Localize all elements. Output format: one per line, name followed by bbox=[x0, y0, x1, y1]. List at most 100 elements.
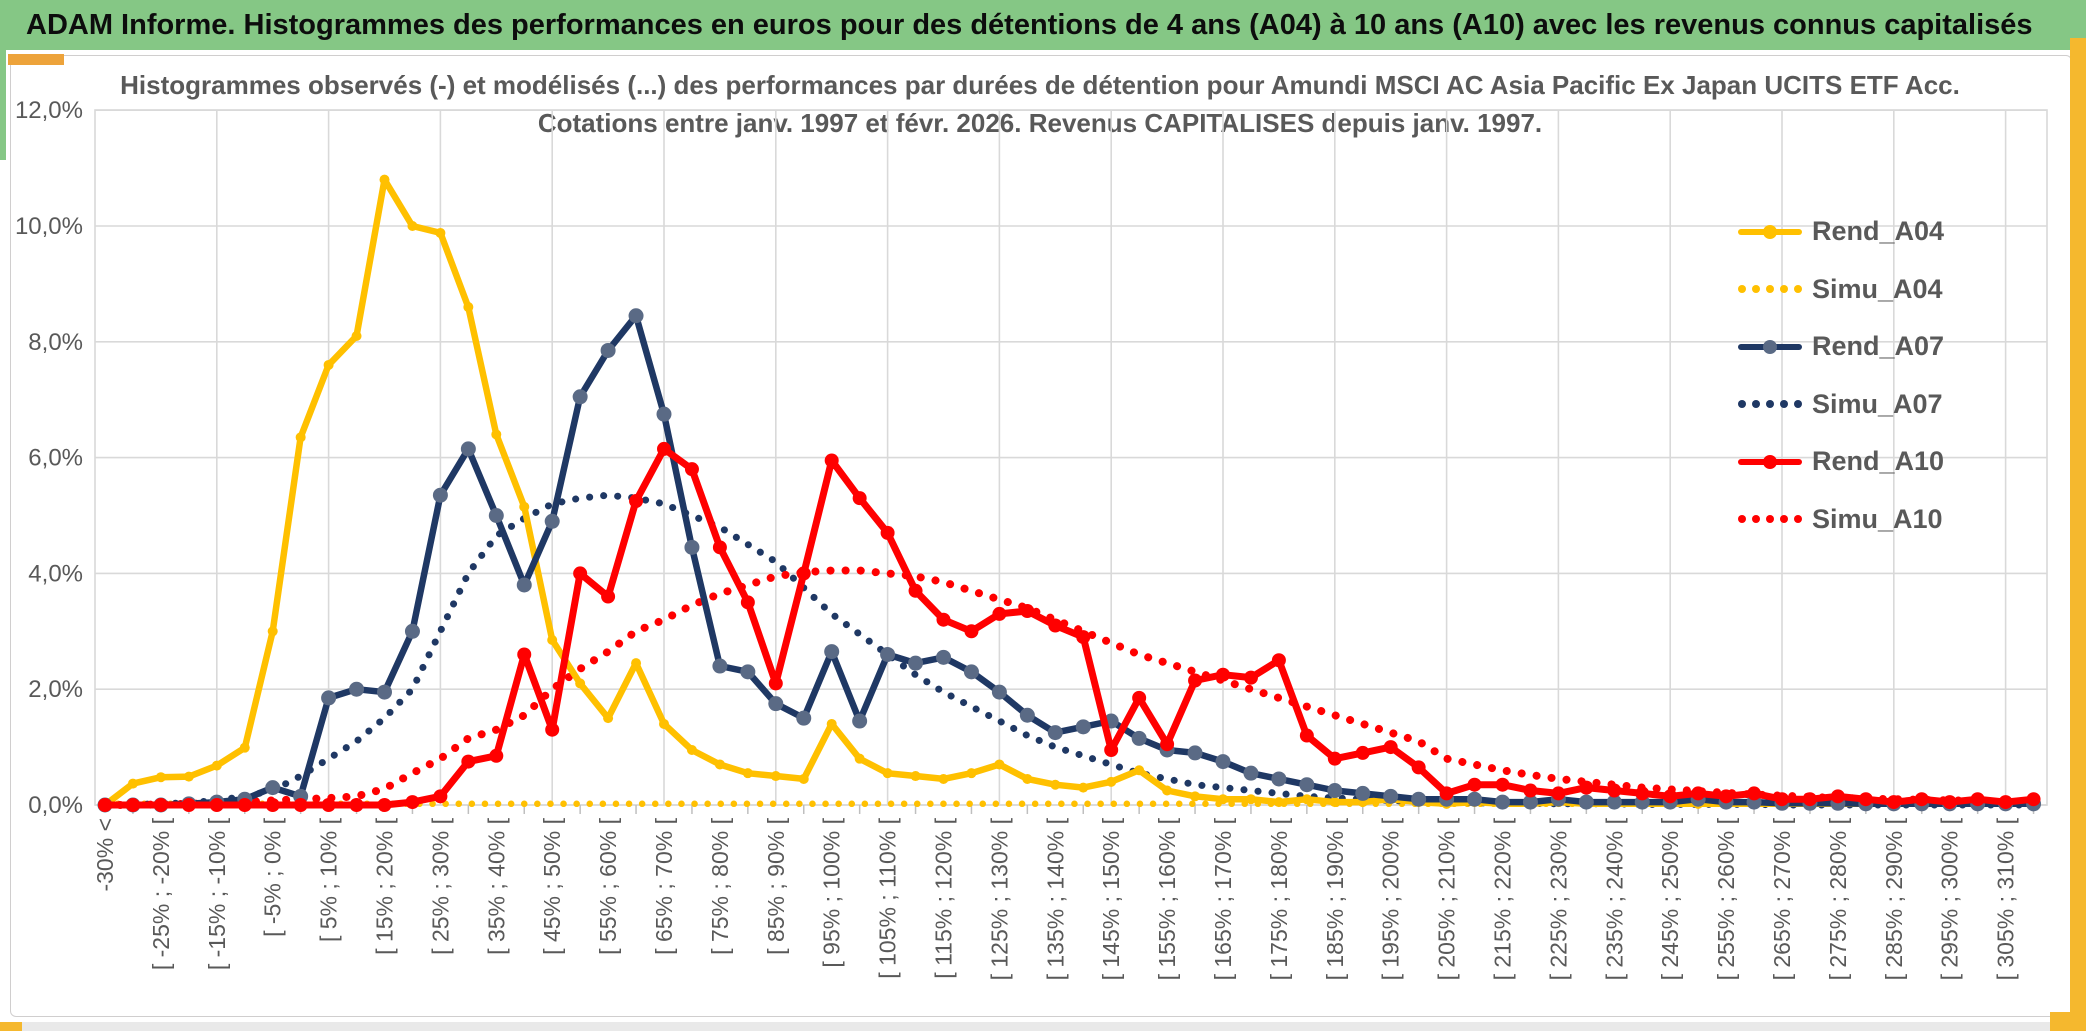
marker-rend_a04 bbox=[435, 227, 446, 238]
marker-rend_a10 bbox=[349, 798, 364, 812]
x-tick-label: [ 235% ; 240% [ bbox=[1601, 817, 1627, 980]
marker-rend_a10 bbox=[1327, 751, 1342, 766]
y-tick-label: 10,0% bbox=[15, 213, 83, 240]
legend-item-simu-a04[interactable]: Simu_A04 bbox=[1738, 261, 1998, 319]
marker-rend_a10 bbox=[545, 722, 560, 737]
x-tick-label: [ 295% ; 300% [ bbox=[1937, 817, 1963, 980]
marker-rend_a10 bbox=[1663, 789, 1678, 804]
marker-rend_a10 bbox=[768, 676, 783, 691]
marker-rend_a04 bbox=[127, 778, 138, 789]
marker-rend_a07 bbox=[796, 710, 812, 726]
marker-rend_a04 bbox=[211, 760, 222, 771]
marker-rend_a07 bbox=[432, 487, 448, 503]
marker-rend_a10 bbox=[461, 754, 476, 769]
marker-rend_a10 bbox=[1495, 777, 1510, 792]
x-tick-label: [ 265% ; 270% [ bbox=[1769, 817, 1795, 980]
marker-rend_a04 bbox=[686, 744, 697, 755]
marker-rend_a07 bbox=[349, 681, 365, 697]
marker-rend_a07 bbox=[1495, 794, 1510, 810]
marker-rend_a10 bbox=[1858, 792, 1873, 807]
x-tick-label: [ -5% ; 0% [ bbox=[260, 817, 286, 936]
marker-rend_a10 bbox=[1383, 740, 1398, 755]
marker-rend_a07 bbox=[768, 696, 784, 712]
x-tick-label: [ 255% ; 260% [ bbox=[1713, 817, 1739, 980]
marker-rend_a10 bbox=[1970, 792, 1985, 807]
marker-rend_a04 bbox=[351, 331, 362, 342]
x-tick-label: [ 185% ; 190% [ bbox=[1322, 817, 1348, 980]
marker-rend_a04 bbox=[603, 713, 614, 724]
marker-rend_a07 bbox=[1019, 707, 1035, 723]
x-tick-label: [ 195% ; 200% [ bbox=[1378, 817, 1404, 980]
marker-rend_a10 bbox=[992, 606, 1007, 621]
marker-rend_a04 bbox=[1022, 773, 1033, 784]
marker-rend_a07 bbox=[684, 539, 700, 555]
legend-label: Rend_A10 bbox=[1812, 446, 1945, 477]
marker-rend_a07 bbox=[1606, 794, 1622, 810]
marker-rend_a07 bbox=[1271, 771, 1287, 787]
gold-accent-topleft bbox=[8, 54, 64, 65]
marker-rend_a04 bbox=[882, 768, 893, 779]
marker-rend_a07 bbox=[1383, 788, 1399, 804]
marker-rend_a07 bbox=[852, 713, 868, 729]
x-tick-label: [ 245% ; 250% [ bbox=[1657, 817, 1683, 980]
marker-rend_a07 bbox=[991, 684, 1007, 700]
chart-canvas[interactable] bbox=[10, 55, 2072, 1017]
y-tick-label: 0,0% bbox=[28, 792, 83, 819]
x-tick-label: -30% < bbox=[92, 818, 118, 892]
marker-rend_a07 bbox=[460, 441, 476, 457]
marker-rend_a10 bbox=[629, 494, 644, 509]
marker-rend_a10 bbox=[321, 798, 336, 812]
marker-rend_a04 bbox=[1245, 794, 1256, 805]
marker-rend_a10 bbox=[1579, 780, 1594, 795]
marker-rend_a10 bbox=[1635, 786, 1650, 801]
x-tick-label: [ 45% ; 50% [ bbox=[539, 817, 565, 954]
legend-label: Rend_A04 bbox=[1812, 216, 1945, 247]
series-simu_a10 bbox=[101, 566, 2038, 809]
marker-rend_a07 bbox=[963, 664, 979, 680]
marker-rend_a10 bbox=[740, 595, 755, 610]
legend-item-simu-a10[interactable]: Simu_A10 bbox=[1738, 491, 1998, 549]
marker-rend_a10 bbox=[573, 566, 588, 581]
x-tick-label: [ 115% ; 120% [ bbox=[931, 817, 957, 978]
x-tick-label: [ 275% ; 280% [ bbox=[1825, 817, 1851, 980]
marker-rend_a04 bbox=[1050, 779, 1061, 790]
x-tick-label: [ 95% ; 100% [ bbox=[819, 817, 845, 967]
marker-rend_a04 bbox=[1134, 765, 1145, 776]
legend-item-rend-a10[interactable]: Rend_A10 bbox=[1738, 433, 1998, 491]
marker-rend_a04 bbox=[659, 718, 669, 729]
marker-rend_a04 bbox=[714, 759, 725, 770]
y-tick-label: 12,0% bbox=[15, 97, 83, 124]
marker-rend_a04 bbox=[910, 771, 921, 782]
marker-rend_a04 bbox=[938, 773, 949, 784]
legend-label: Simu_A10 bbox=[1812, 503, 1943, 534]
marker-rend_a04 bbox=[295, 432, 306, 443]
chart-title-line1: Histogrammes observés (-) et modélisés (… bbox=[120, 70, 1960, 100]
marker-rend_a10 bbox=[1020, 604, 1035, 619]
legend-item-rend-a04[interactable]: Rend_A04 bbox=[1738, 203, 1998, 261]
marker-rend_a10 bbox=[1607, 783, 1622, 798]
x-tick-label: [ 125% ; 130% [ bbox=[986, 817, 1012, 980]
marker-rend_a04 bbox=[1190, 791, 1201, 802]
x-tick-label: [ 225% ; 230% [ bbox=[1545, 817, 1571, 980]
marker-rend_a10 bbox=[153, 798, 168, 812]
marker-rend_a10 bbox=[964, 624, 979, 639]
x-tick-label: [ 135% ; 140% [ bbox=[1042, 817, 1068, 980]
marker-rend_a10 bbox=[1160, 737, 1175, 752]
header-banner: ADAM Informe. Histogrammes des performan… bbox=[0, 0, 2086, 52]
marker-rend_a10 bbox=[1830, 789, 1845, 804]
marker-rend_a10 bbox=[880, 525, 895, 540]
marker-rend_a07 bbox=[880, 646, 896, 662]
marker-rend_a10 bbox=[2026, 792, 2041, 807]
marker-rend_a07 bbox=[488, 508, 504, 523]
legend-item-simu-a07[interactable]: Simu_A07 bbox=[1738, 376, 1998, 434]
marker-rend_a07 bbox=[265, 780, 281, 796]
marker-rend_a10 bbox=[1355, 745, 1370, 760]
legend-item-rend-a07[interactable]: Rend_A07 bbox=[1738, 318, 1998, 376]
marker-rend_a07 bbox=[1075, 719, 1091, 735]
marker-rend_a10 bbox=[1188, 673, 1203, 688]
x-tick-label: [ 155% ; 160% [ bbox=[1154, 817, 1180, 980]
marker-rend_a04 bbox=[770, 771, 781, 782]
y-tick-label: 2,0% bbox=[28, 676, 83, 703]
marker-rend_a07 bbox=[572, 389, 588, 405]
marker-rend_a04 bbox=[826, 718, 837, 729]
